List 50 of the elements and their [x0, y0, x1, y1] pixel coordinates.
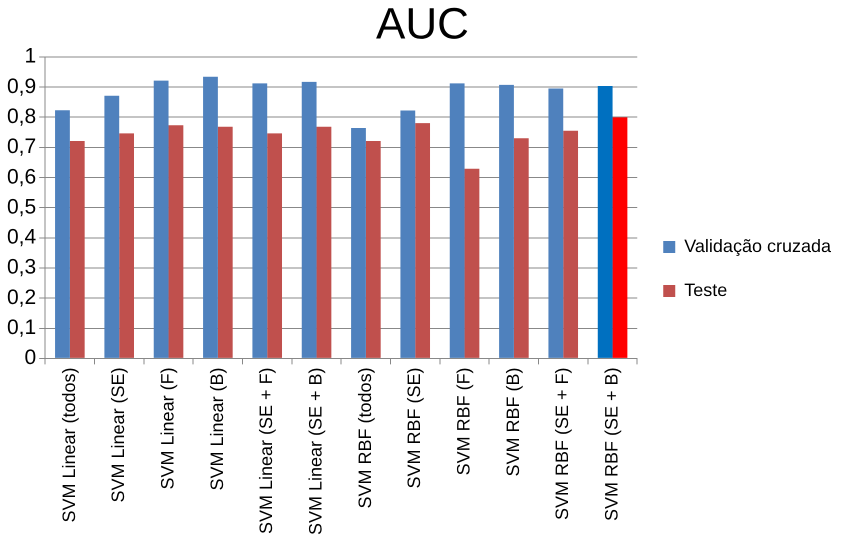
- bar: [218, 126, 233, 358]
- x-tick-label: SVM Linear (SE): [108, 367, 128, 502]
- chart-title: AUC: [376, 0, 469, 49]
- bar: [366, 140, 381, 358]
- x-tick-label: SVM RBF (todos): [354, 367, 375, 508]
- y-tick-label: 0,5: [6, 195, 36, 218]
- y-tick-label: 0,6: [6, 165, 36, 188]
- y-tick-label: 0,2: [6, 286, 36, 309]
- bar: [168, 125, 184, 358]
- bar: [119, 133, 134, 358]
- bar: [55, 110, 70, 358]
- x-tick-label: SVM RBF (SE): [404, 367, 424, 488]
- bar: [612, 117, 628, 358]
- x-tick-label: SVM RBF (F): [454, 367, 474, 476]
- bar: [154, 80, 169, 358]
- x-tick-label: SVM RBF (SE + B): [602, 367, 622, 521]
- bar: [415, 123, 430, 358]
- bar: [316, 126, 332, 358]
- x-tick-label: SVM RBF (B): [502, 367, 523, 476]
- y-tick-label: 0,3: [6, 256, 36, 279]
- x-tick-label: SVM Linear (B): [206, 367, 227, 490]
- bar: [514, 138, 529, 358]
- x-tick-label: SVM RBF (SE + F): [552, 367, 572, 520]
- bar: [203, 76, 218, 358]
- bar: [104, 96, 120, 358]
- bar: [267, 133, 282, 358]
- bar: [252, 83, 268, 358]
- x-tick-label: SVM Linear (F): [158, 367, 178, 490]
- x-tick-label: SVM Linear (SE + F): [256, 367, 276, 534]
- bar: [598, 86, 613, 358]
- bar: [464, 168, 480, 358]
- x-tick-label: SVM Linear (SE + B): [306, 367, 326, 536]
- bar: [563, 130, 578, 358]
- y-tick-label: 0,8: [6, 104, 36, 128]
- y-tick-label: 0,1: [6, 316, 36, 340]
- y-tick-label: 0,9: [6, 74, 36, 98]
- y-tick-label: 0,4: [6, 226, 37, 249]
- bar: [450, 83, 465, 358]
- bar: [70, 140, 85, 358]
- y-tick-label: 0: [24, 346, 36, 370]
- bar: [302, 82, 317, 358]
- bar: [548, 88, 564, 358]
- x-tick-label: SVM Linear (todos): [58, 367, 79, 523]
- y-tick-label: 1: [24, 44, 36, 68]
- bar: [499, 84, 514, 358]
- legend-label: Teste: [684, 280, 728, 300]
- bar: [351, 128, 366, 358]
- legend-label: Validação cruzada: [684, 236, 832, 256]
- bar: [400, 110, 416, 358]
- y-tick-label: 0,7: [6, 135, 36, 158]
